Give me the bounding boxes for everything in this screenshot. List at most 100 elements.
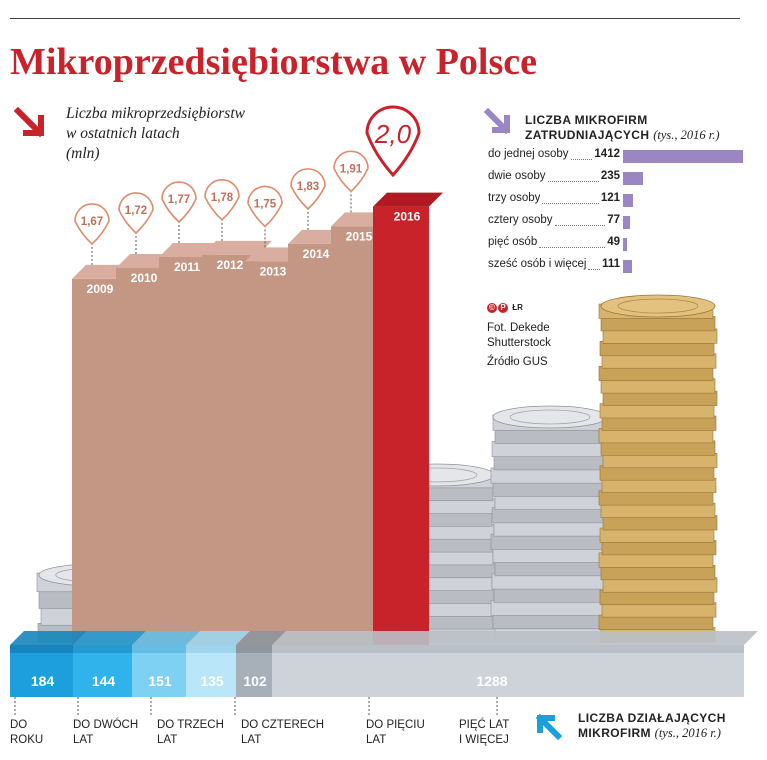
age-value: 184 [31, 673, 55, 689]
bar-year-label: 2016 [394, 210, 421, 224]
age-chart-title: LICZBA DZIAŁAJĄCYCH MIKROFIRM (tys., 201… [578, 711, 726, 741]
coin-rim [509, 409, 591, 425]
leader-dots [571, 159, 592, 160]
age-band-top [10, 631, 87, 645]
employees-bar [623, 150, 743, 163]
employees-row-label: pięć osób [488, 236, 538, 248]
employees-title-line-2: ZATRUDNIAJĄCYCH (tys., 2016 r.) [525, 128, 720, 142]
age-band-face [73, 653, 132, 697]
age-chart-title-line-1: LICZBA DZIAŁAJĄCYCH [578, 711, 726, 725]
employees-bar [623, 216, 630, 229]
age-band: 102 [236, 631, 286, 697]
employees-row-value: 49 [607, 236, 620, 248]
age-label: DO CZTERECH LAT [241, 719, 325, 746]
age-band-top [186, 631, 250, 645]
coin-top [600, 294, 716, 318]
employees-row: pięć osób 49 [470, 236, 750, 258]
bar-value-label: 1,83 [297, 181, 319, 193]
employees-title-note: (tys., 2016 r.) [653, 128, 720, 142]
bar-top-face [202, 240, 272, 255]
value-pin [247, 185, 283, 228]
copyright-p-icon: P [498, 303, 508, 313]
age-value: 151 [148, 673, 172, 689]
employees-row: dwie osoby 235 [470, 170, 750, 192]
bar-year-label: 2010 [131, 271, 158, 285]
age-label: DO ROKU [10, 719, 44, 746]
employees-row-value: 77 [607, 214, 620, 226]
bar-year-label: 2012 [217, 258, 244, 272]
employees-row-label: trzy osoby [488, 192, 541, 204]
bar-year-label: 2009 [87, 282, 114, 296]
arrow-down-right-icon [14, 106, 45, 138]
age-band: 151 [132, 631, 200, 697]
age-band-top [272, 631, 758, 645]
year-bar: 2016 2,0 [365, 105, 443, 645]
bar-value-label: 1,78 [211, 192, 234, 204]
credits-photo: Fot. Dekede [487, 322, 550, 334]
employees-title: LICZBA MIKROFIRM ZATRUDNIAJĄCYCH (tys., … [525, 113, 720, 143]
leader-dots [542, 203, 599, 204]
employees-row-value: 121 [600, 192, 620, 204]
arrow-down-right-icon [484, 108, 511, 135]
bars-title-line-1: Liczba mikroprzedsiębiorstw [66, 105, 245, 122]
employees-row-label: sześć osób i więcej [488, 258, 587, 270]
employees-row-label: cztery osoby [488, 214, 553, 226]
value-pin [118, 192, 154, 235]
year-bars: 2009 1,67 2010 1,72 2011 1,77 2012 1,78 2013 1,75… [72, 105, 443, 645]
age-band-top [236, 631, 286, 645]
age-value: 135 [200, 673, 224, 689]
employees-bar [623, 260, 633, 273]
age-band-top [132, 631, 200, 645]
age-value: 1288 [476, 673, 507, 689]
bar-value-label: 1,72 [125, 205, 147, 217]
page-title: Mikroprzedsiębiorstwa w Polsce [10, 41, 537, 83]
bar-value-label: 2,0 [374, 119, 412, 149]
bars-title-line-2: w ostatnich latach [66, 125, 180, 142]
top-rule [10, 18, 740, 19]
employees-row: do jednej osoby 1412 [470, 148, 750, 170]
bar-value-label: 1,75 [254, 198, 277, 210]
age-value: 102 [243, 673, 267, 689]
value-pin [204, 179, 240, 221]
employees-bar [623, 172, 643, 185]
age-band-edge [186, 645, 236, 653]
age-band-face [10, 653, 73, 697]
employees-row-value: 111 [602, 258, 620, 270]
employees-row-value: 1412 [594, 148, 620, 160]
age-chart-title-note: (tys., 2016 r.) [654, 726, 721, 740]
employees-row: sześć osób i więcej 111 [470, 258, 750, 280]
age-band-face [186, 653, 236, 697]
value-pin [365, 105, 421, 178]
leader-dots [539, 247, 605, 248]
employees-row: cztery osoby 77 [470, 214, 750, 236]
age-chart-title-line-2: MIKROFIRM (tys., 2016 r.) [578, 726, 721, 740]
copyright-icon: © [487, 303, 497, 313]
employees-row-value: 235 [600, 170, 620, 182]
employees-title-line-1: LICZBA MIKROFIRM [525, 113, 648, 127]
age-band-face [236, 653, 272, 697]
age-band-face [272, 653, 744, 697]
bar-value-label: 1,91 [340, 163, 363, 175]
bars-title-line-3: (mln) [66, 145, 100, 162]
age-band-edge [10, 645, 73, 653]
value-pin [290, 168, 326, 210]
credits-photo-2: Shutterstock [487, 337, 551, 349]
age-label: DO DWÓCH LAT [73, 719, 139, 746]
employees-bar [623, 238, 628, 251]
leader-dots [548, 181, 599, 182]
leader-dots [555, 225, 605, 226]
age-band-edge [73, 645, 132, 653]
arrow-up-left-icon [535, 713, 563, 741]
age-band-edge [272, 645, 744, 653]
bars-title: Liczba mikroprzedsiębiorstw w ostatnich … [66, 104, 245, 164]
employees-row-label: do jednej osoby [488, 148, 569, 160]
employees-bar [623, 194, 634, 207]
age-band: 144 [73, 631, 146, 697]
age-band-face [132, 653, 186, 697]
credits-source: Źródło GUS [487, 356, 548, 368]
value-pin [161, 181, 197, 224]
bar-value-label: 1,67 [81, 216, 103, 228]
age-band: 184 [10, 631, 87, 697]
age-band: 1288 [272, 631, 758, 697]
